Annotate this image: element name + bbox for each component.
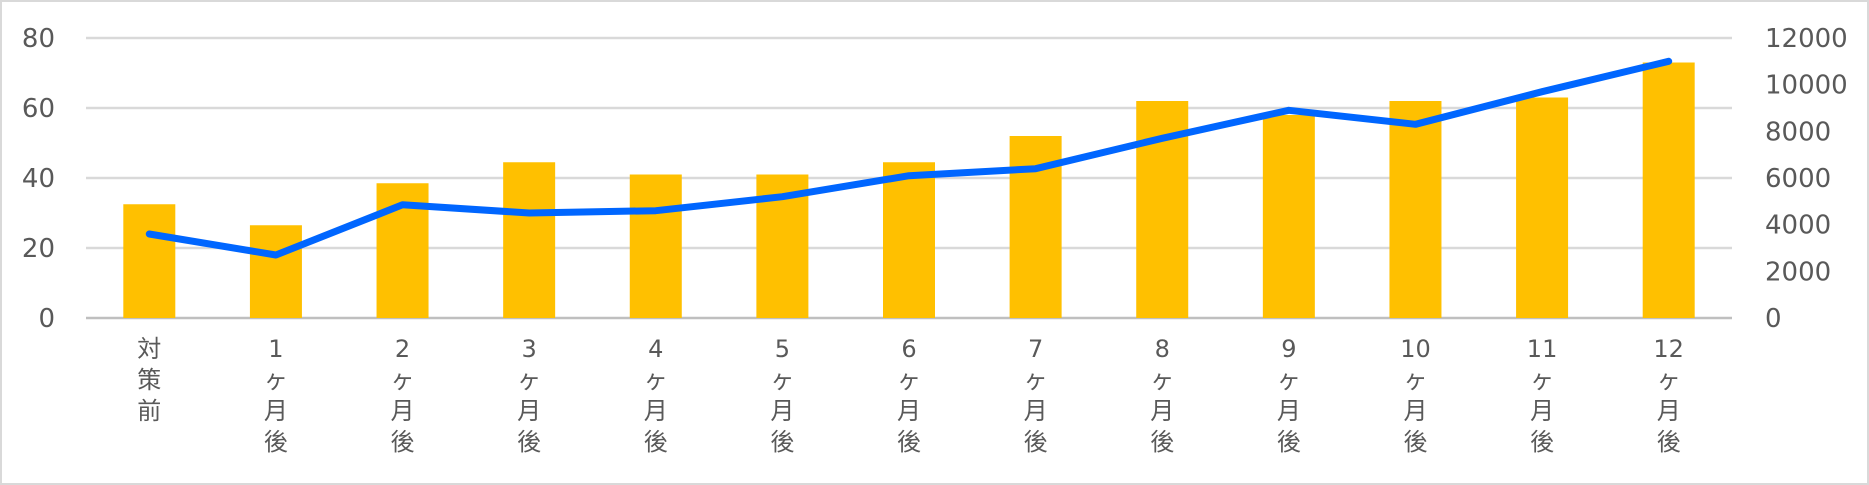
line-point bbox=[274, 254, 277, 256]
bar bbox=[883, 162, 935, 318]
left-tick-label: 20 bbox=[22, 234, 55, 264]
left-axis-ticks: 0 20 40 60 80 bbox=[22, 24, 55, 334]
category-label: 8 ヶ月後 bbox=[1150, 335, 1174, 456]
line-point bbox=[908, 174, 910, 177]
category-label: 5 ヶ月後 bbox=[770, 335, 794, 456]
bar bbox=[1389, 101, 1442, 318]
line-point bbox=[781, 195, 784, 198]
right-tick-label: 6000 bbox=[1765, 164, 1831, 194]
bar bbox=[629, 174, 682, 318]
category-label: 対策前 bbox=[137, 335, 161, 425]
bar bbox=[1262, 115, 1315, 318]
line-series bbox=[145, 57, 1673, 259]
line-point bbox=[528, 212, 531, 214]
line-point bbox=[401, 203, 404, 206]
category-label: 10 ヶ月後 bbox=[1400, 335, 1431, 456]
line-point bbox=[148, 233, 151, 235]
bar bbox=[1642, 62, 1695, 318]
bar bbox=[1516, 97, 1569, 318]
right-tick-label: 12000 bbox=[1765, 24, 1848, 54]
category-label: 7 ヶ月後 bbox=[1024, 335, 1048, 456]
line-point bbox=[1287, 109, 1290, 112]
bar bbox=[503, 162, 556, 318]
right-tick-label: 2000 bbox=[1765, 257, 1831, 287]
category-labels: 対策前 1 ヶ月後 2 ヶ月後 3 ヶ月後 4 ヶ月後 5 ヶ月後 6 ヶ月後 7 ヶ月後 8 ヶ月後 9 ヶ月後 1… bbox=[137, 335, 1684, 456]
right-tick-label: 10000 bbox=[1765, 71, 1848, 101]
line-point bbox=[1161, 137, 1164, 140]
right-tick-label: 4000 bbox=[1765, 211, 1831, 241]
left-tick-label: 40 bbox=[22, 164, 55, 194]
category-label: 1 ヶ月後 bbox=[264, 335, 288, 456]
line-point bbox=[1034, 167, 1037, 170]
line-point bbox=[1414, 123, 1417, 126]
right-tick-label: 0 bbox=[1765, 304, 1782, 334]
line-point bbox=[654, 209, 657, 212]
category-label: 2 ヶ月後 bbox=[391, 335, 415, 456]
line-point bbox=[1667, 60, 1670, 63]
category-label: 11 ヶ月後 bbox=[1527, 335, 1558, 456]
left-tick-label: 60 bbox=[22, 94, 55, 124]
left-tick-label: 80 bbox=[22, 24, 55, 54]
left-tick-label: 0 bbox=[38, 304, 55, 334]
bar-series bbox=[123, 62, 1695, 318]
category-label: 4 ヶ月後 bbox=[644, 335, 668, 456]
bar bbox=[249, 225, 302, 318]
bar bbox=[123, 204, 176, 318]
line-point bbox=[1541, 90, 1544, 93]
right-axis-ticks: 0 2000 4000 6000 8000 10000 12000 bbox=[1765, 24, 1848, 334]
category-label: 12 ヶ月後 bbox=[1653, 335, 1684, 456]
category-label: 6 ヶ月後 bbox=[897, 335, 921, 456]
category-label: 9 ヶ月後 bbox=[1277, 335, 1301, 456]
right-tick-label: 8000 bbox=[1765, 117, 1831, 147]
category-label: 3 ヶ月後 bbox=[517, 335, 541, 456]
